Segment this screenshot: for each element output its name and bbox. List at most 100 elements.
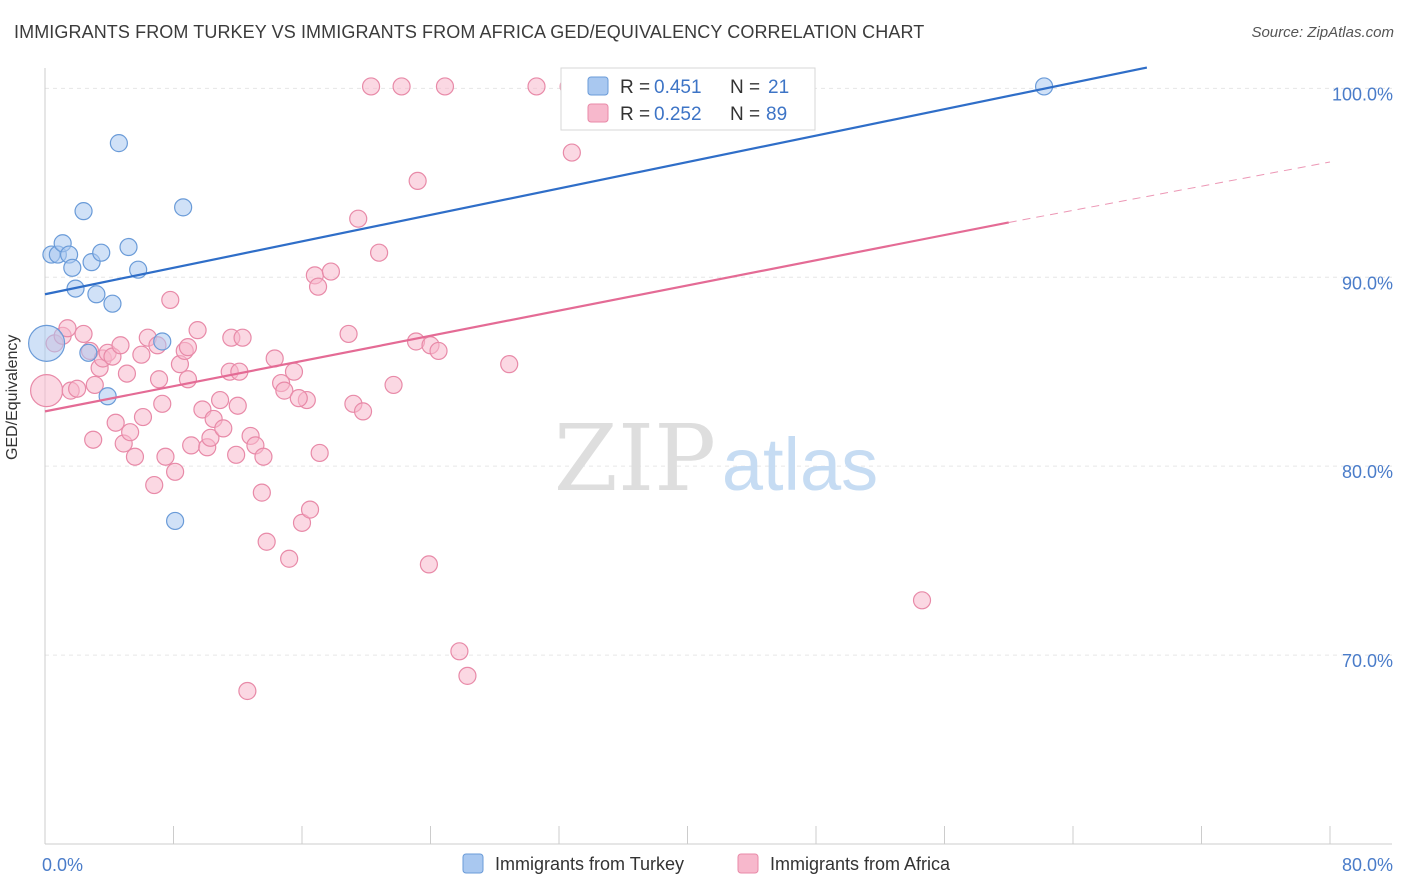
africa-point — [133, 407, 153, 427]
y-tick-label: 100.0% — [1332, 84, 1393, 104]
correlation-legend: R = 0.451 N = 21 R = 0.252 N = 89 — [560, 67, 816, 131]
turkey-point — [92, 243, 111, 262]
africa-point — [182, 436, 201, 455]
africa-point — [292, 513, 312, 532]
africa-point — [353, 402, 373, 421]
africa-point — [153, 394, 172, 413]
africa-point — [408, 171, 427, 191]
africa-point — [233, 328, 252, 347]
turkey-point — [103, 294, 122, 313]
africa-point — [912, 591, 932, 610]
africa-point — [562, 143, 581, 162]
turkey-point — [119, 237, 138, 257]
africa-trend-line — [44, 221, 1009, 413]
africa-point — [450, 642, 469, 661]
africa-point — [458, 666, 477, 685]
africa-point — [145, 475, 164, 495]
africa-point — [85, 375, 104, 395]
turkey-trend-line — [44, 66, 1148, 296]
africa-points — [30, 77, 932, 701]
africa-point — [188, 321, 207, 340]
africa-point — [435, 77, 455, 96]
watermark-atlas: atlas — [722, 423, 878, 506]
africa-point — [132, 345, 151, 364]
africa-point — [156, 447, 175, 466]
africa-point — [280, 549, 299, 568]
africa-trend-extension — [1008, 161, 1331, 223]
africa-point — [370, 243, 389, 262]
africa-point — [254, 447, 273, 466]
watermark: ZIP atlas — [554, 405, 878, 512]
africa-point — [349, 209, 368, 228]
africa-point — [419, 555, 438, 574]
turkey-point — [87, 285, 106, 304]
turkey-point — [174, 198, 193, 217]
africa-point — [275, 381, 294, 400]
source-label: Source: ZipAtlas.com — [1251, 24, 1394, 41]
turkey-points — [28, 77, 1054, 531]
africa-point — [117, 364, 137, 383]
africa-point — [161, 290, 180, 310]
africa-point — [201, 428, 220, 447]
africa-point — [339, 324, 358, 344]
watermark-zip: ZIP — [554, 405, 716, 512]
y-tick-label: 70.0% — [1342, 651, 1393, 671]
africa-point — [527, 77, 546, 96]
africa-point — [125, 447, 145, 466]
legend-africa-r-value: 0.252 — [654, 104, 702, 125]
africa-point — [384, 375, 403, 395]
turkey-point — [153, 332, 172, 351]
africa-point — [166, 462, 185, 481]
africa-point — [310, 443, 329, 463]
africa-point — [300, 500, 320, 519]
bottom-legend-africa-swatch — [737, 853, 759, 874]
turkey-point — [98, 387, 117, 406]
africa-point — [289, 389, 308, 408]
africa-point — [74, 324, 93, 344]
africa-point — [106, 413, 125, 432]
turkey-point — [63, 258, 82, 277]
x-tick-label: 80.0% — [1342, 855, 1393, 875]
africa-point — [227, 445, 246, 464]
turkey-point — [109, 134, 128, 153]
turkey-point — [74, 202, 93, 221]
africa-point — [321, 262, 341, 281]
africa-point — [429, 341, 448, 361]
legend-turkey-n-label: N = — [730, 77, 765, 98]
africa-point — [392, 77, 411, 96]
y-tick-label: 80.0% — [1342, 462, 1393, 482]
legend-africa-swatch — [587, 103, 609, 123]
x-tick-label: 0.0% — [42, 855, 83, 875]
series-legend: Immigrants from Turkey Immigrants from A… — [462, 853, 951, 874]
turkey-point — [79, 343, 98, 362]
africa-point — [68, 379, 87, 398]
y-tick-label: 90.0% — [1342, 273, 1393, 293]
legend-turkey-r-label: R = — [620, 77, 655, 98]
chart-title: IMMIGRANTS FROM TURKEY VS IMMIGRANTS FRO… — [14, 22, 925, 42]
africa-point — [149, 370, 169, 389]
africa-point — [252, 483, 271, 502]
y-tick-labels: 100.0% 90.0% 80.0% 70.0% — [1332, 84, 1393, 671]
turkey-point — [166, 511, 185, 531]
africa-point — [210, 390, 230, 410]
africa-point — [178, 338, 198, 357]
africa-point — [308, 277, 328, 296]
trend-lines — [44, 66, 1331, 413]
africa-point — [228, 396, 247, 415]
africa-point — [238, 681, 257, 701]
legend-africa-n-label: N = — [730, 104, 765, 125]
bottom-legend-turkey-swatch — [462, 853, 484, 874]
bottom-legend-africa-label: Immigrants from Africa — [770, 854, 951, 874]
legend-turkey-swatch — [587, 76, 609, 96]
legend-africa-r-label: R = — [620, 104, 655, 125]
x-tick-labels: 0.0% 80.0% — [42, 855, 1393, 875]
africa-point — [214, 419, 233, 438]
africa-point — [500, 355, 519, 374]
bottom-legend-turkey-label: Immigrants from Turkey — [495, 854, 684, 874]
africa-point — [58, 319, 77, 338]
legend-turkey-r-value: 0.451 — [654, 77, 702, 98]
africa-point — [30, 374, 64, 408]
africa-point — [84, 430, 103, 449]
turkey-point — [28, 324, 66, 362]
